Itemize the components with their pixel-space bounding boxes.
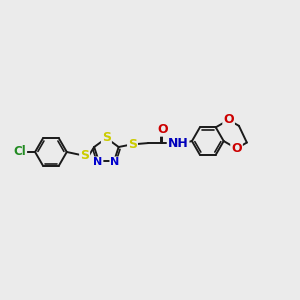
Text: S: S: [128, 137, 137, 151]
Text: NH: NH: [168, 136, 188, 149]
Text: O: O: [223, 113, 234, 126]
Text: S: S: [102, 130, 111, 144]
Text: O: O: [231, 142, 242, 155]
Text: N: N: [110, 158, 120, 167]
Text: N: N: [93, 158, 103, 167]
Text: Cl: Cl: [14, 146, 26, 158]
Text: S: S: [80, 149, 89, 162]
Text: O: O: [157, 123, 168, 136]
